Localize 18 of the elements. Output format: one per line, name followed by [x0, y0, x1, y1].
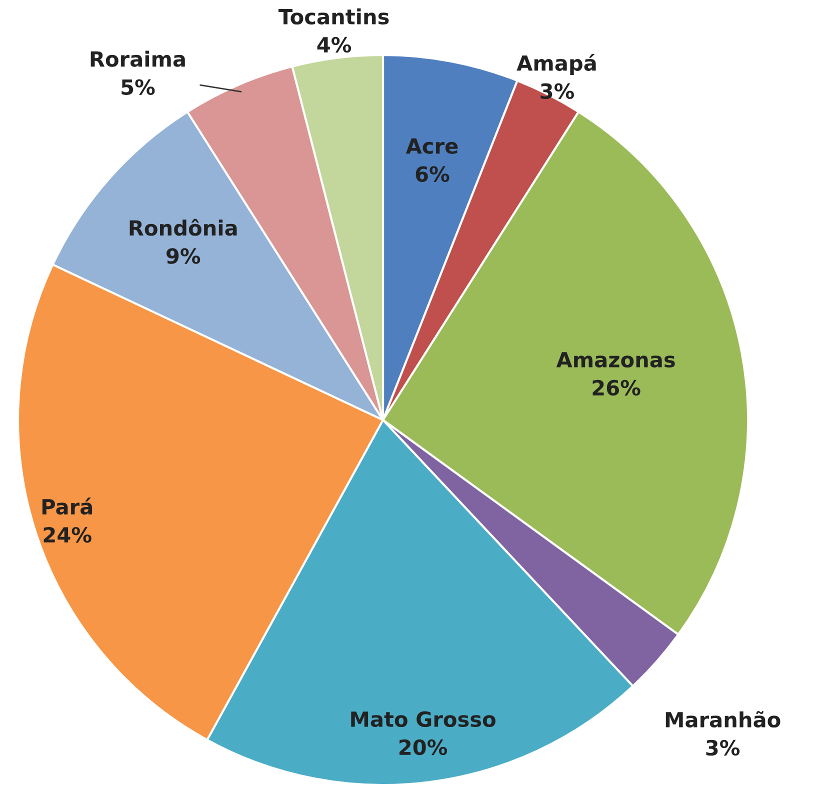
- data-label: 20%: [400, 739, 448, 756]
- data-label: 9%: [166, 248, 200, 264]
- slice-label: Maranhão: [666, 711, 780, 728]
- data-label: 24%: [44, 526, 92, 543]
- slice-label: Rondônia: [130, 218, 237, 236]
- data-label: 3%: [540, 83, 574, 100]
- data-label: 4%: [317, 36, 352, 53]
- slice-label: Mato Grosso: [351, 711, 496, 728]
- slice-label: Pará: [42, 498, 92, 515]
- slice-label: Roraima: [90, 50, 185, 67]
- slice-label: Acre: [406, 138, 458, 154]
- slice-label: Amazonas: [556, 352, 675, 368]
- data-label: 6%: [416, 166, 450, 182]
- data-label: 3%: [706, 740, 740, 756]
- data-label: 5%: [122, 79, 155, 95]
- slice-label: Amapá: [516, 54, 596, 75]
- slice-label: Tocantins: [278, 8, 389, 25]
- data-label: 26%: [592, 380, 640, 396]
